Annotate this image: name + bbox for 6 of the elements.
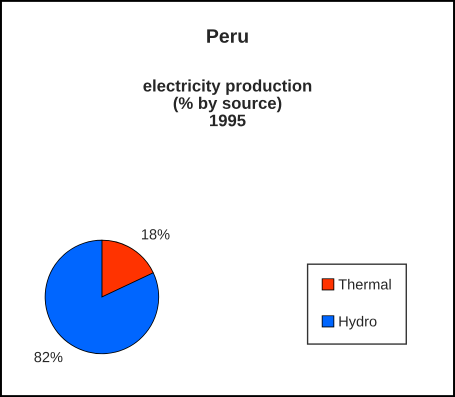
legend-label: Thermal [338,278,391,290]
chart-title: Peru [207,29,248,43]
data-label: 18% [142,229,170,240]
chart-subtitle: electricity production (% by source) 1995 [143,79,312,126]
legend-label: Hydro [339,316,377,330]
data-label: 82% [34,352,62,362]
